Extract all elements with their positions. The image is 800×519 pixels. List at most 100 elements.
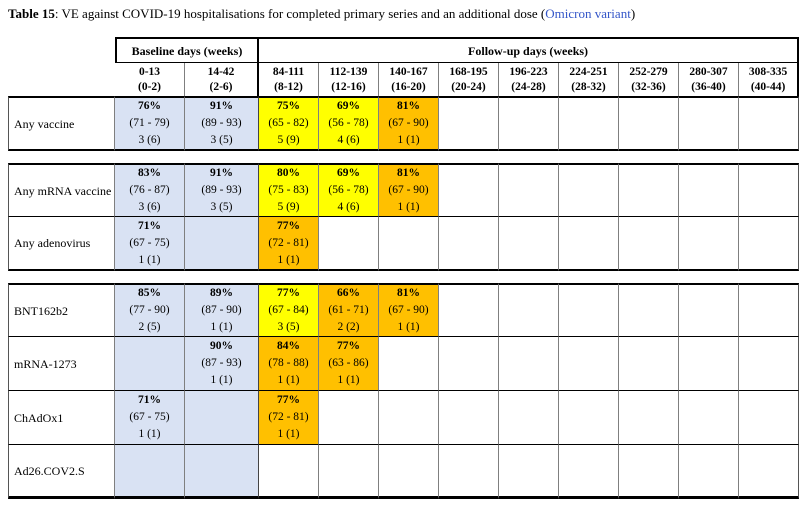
empty-cell bbox=[185, 391, 259, 445]
header-corner-cell bbox=[8, 37, 115, 63]
ve-cell: 76% (71 - 79) 3 (6) bbox=[115, 96, 185, 151]
empty-cell bbox=[559, 445, 619, 499]
table-row: Ad26.COV2.S bbox=[8, 445, 799, 499]
ve-cell: 77% (72 - 81) 1 (1) bbox=[259, 391, 319, 445]
empty-cell bbox=[439, 391, 499, 445]
empty-cell bbox=[739, 96, 800, 151]
interval-header-cell: 252-279 (32-36) bbox=[619, 63, 680, 96]
empty-cell bbox=[559, 391, 619, 445]
empty-cell bbox=[739, 283, 799, 337]
ve-cell: 81% (67 - 90) 1 (1) bbox=[379, 283, 439, 337]
empty-cell bbox=[439, 163, 499, 217]
empty-cell bbox=[619, 337, 679, 391]
ve-cell: 81% (67 - 90) 1 (1) bbox=[379, 96, 440, 151]
empty-cell bbox=[379, 337, 439, 391]
table-caption: : VE against COVID-19 hospitalisations f… bbox=[54, 6, 546, 21]
ve-table-block-3: BNT162b2 85% (77 - 90) 2 (5) 89% (87 - 90) 1 (… bbox=[8, 283, 799, 499]
empty-cell bbox=[619, 283, 679, 337]
interval-header-cell: 196-223 (24-28) bbox=[499, 63, 560, 96]
document-page: Table 15: VE against COVID-19 hospitalis… bbox=[8, 6, 800, 499]
empty-cell bbox=[739, 337, 799, 391]
header-interval-row: 0-13 (0-2) 14-42 (2-6) 84-111 (8-12) 112-139 (1… bbox=[8, 63, 800, 96]
interval-header-cell: 140-167 (16-20) bbox=[379, 63, 440, 96]
empty-cell bbox=[115, 445, 185, 499]
interval-header-cell: 84-111 (8-12) bbox=[259, 63, 320, 96]
empty-cell bbox=[499, 163, 559, 217]
empty-cell bbox=[319, 445, 379, 499]
table-title: Table 15: VE against COVID-19 hospitalis… bbox=[8, 6, 792, 22]
empty-cell bbox=[439, 217, 499, 271]
variant-highlight: Omicron variant bbox=[545, 6, 631, 21]
ve-cell: 91% (89 - 93) 3 (5) bbox=[185, 163, 259, 217]
empty-cell bbox=[259, 445, 319, 499]
empty-cell bbox=[115, 337, 185, 391]
empty-cell bbox=[499, 337, 559, 391]
empty-cell bbox=[319, 217, 379, 271]
table-row: Any mRNA vaccine 83% (76 - 87) 3 (6) 91% (89 … bbox=[8, 163, 799, 217]
ve-cell: 85% (77 - 90) 2 (5) bbox=[115, 283, 185, 337]
ve-cell: 66% (61 - 71) 2 (2) bbox=[319, 283, 379, 337]
empty-cell bbox=[739, 445, 799, 499]
baseline-header: Baseline days (weeks) bbox=[115, 37, 260, 63]
interval-header-cell: 280-307 (36-40) bbox=[679, 63, 740, 96]
ve-cell: 90% (87 - 93) 1 (1) bbox=[185, 337, 259, 391]
row-label: mRNA-1273 bbox=[8, 337, 115, 391]
empty-cell bbox=[439, 283, 499, 337]
interval-header-cell: 112-139 (12-16) bbox=[319, 63, 380, 96]
table-row: mRNA-1273 90% (87 - 93) 1 (1) 84% (78 - 88) 1 … bbox=[8, 337, 799, 391]
interval-header-cell: 14-42 (2-6) bbox=[185, 63, 260, 96]
empty-cell bbox=[679, 96, 740, 151]
interval-header-cell: 308-335 (40-44) bbox=[739, 63, 800, 96]
empty-cell bbox=[499, 96, 560, 151]
ve-cell: 75% (65 - 82) 5 (9) bbox=[259, 96, 320, 151]
empty-cell bbox=[679, 283, 739, 337]
empty-cell bbox=[739, 163, 799, 217]
empty-cell bbox=[559, 217, 619, 271]
ve-cell: 69% (56 - 78) 4 (6) bbox=[319, 96, 380, 151]
empty-cell bbox=[619, 217, 679, 271]
ve-cell: 69% (56 - 78) 4 (6) bbox=[319, 163, 379, 217]
ve-cell: 71% (67 - 75) 1 (1) bbox=[115, 391, 185, 445]
empty-cell bbox=[439, 337, 499, 391]
empty-cell bbox=[679, 217, 739, 271]
table-number: Table 15 bbox=[8, 6, 55, 21]
ve-cell: 91% (89 - 93) 3 (5) bbox=[185, 96, 260, 151]
empty-cell bbox=[559, 337, 619, 391]
ve-cell: 77% (67 - 84) 3 (5) bbox=[259, 283, 319, 337]
row-label: Any adenovirus bbox=[8, 217, 115, 271]
empty-cell bbox=[379, 445, 439, 499]
empty-cell bbox=[679, 445, 739, 499]
table-row: Any adenovirus 71% (67 - 75) 1 (1) 77% (72 - … bbox=[8, 217, 799, 271]
ve-cell: 80% (75 - 83) 5 (9) bbox=[259, 163, 319, 217]
empty-cell bbox=[439, 445, 499, 499]
empty-cell bbox=[319, 391, 379, 445]
header-corner-cell bbox=[8, 63, 115, 96]
ve-table-block-2: Any mRNA vaccine 83% (76 - 87) 3 (6) 91% (89 … bbox=[8, 163, 799, 271]
empty-cell bbox=[559, 283, 619, 337]
ve-cell: 81% (67 - 90) 1 (1) bbox=[379, 163, 439, 217]
empty-cell bbox=[379, 217, 439, 271]
empty-cell bbox=[379, 391, 439, 445]
ve-cell: 71% (67 - 75) 1 (1) bbox=[115, 217, 185, 271]
empty-cell bbox=[619, 96, 680, 151]
interval-header-cell: 0-13 (0-2) bbox=[115, 63, 185, 96]
empty-cell bbox=[679, 163, 739, 217]
row-label: Any vaccine bbox=[8, 96, 115, 151]
caption-close: ) bbox=[630, 6, 636, 21]
ve-cell: 89% (87 - 90) 1 (1) bbox=[185, 283, 259, 337]
empty-cell bbox=[619, 391, 679, 445]
empty-cell bbox=[185, 445, 259, 499]
empty-cell bbox=[739, 217, 799, 271]
row-label: BNT162b2 bbox=[8, 283, 115, 337]
table-row: ChAdOx1 71% (67 - 75) 1 (1) 77% (72 - 81) 1 (1… bbox=[8, 391, 799, 445]
empty-cell bbox=[619, 445, 679, 499]
interval-header-cell: 224-251 (28-32) bbox=[559, 63, 620, 96]
empty-cell bbox=[499, 445, 559, 499]
empty-cell bbox=[499, 391, 559, 445]
empty-cell bbox=[439, 96, 500, 151]
row-label: Any mRNA vaccine bbox=[8, 163, 115, 217]
empty-cell bbox=[499, 283, 559, 337]
empty-cell bbox=[185, 217, 259, 271]
row-label: Ad26.COV2.S bbox=[8, 445, 115, 499]
ve-table-block-1: Baseline days (weeks) Follow-up days (wee… bbox=[8, 37, 800, 151]
